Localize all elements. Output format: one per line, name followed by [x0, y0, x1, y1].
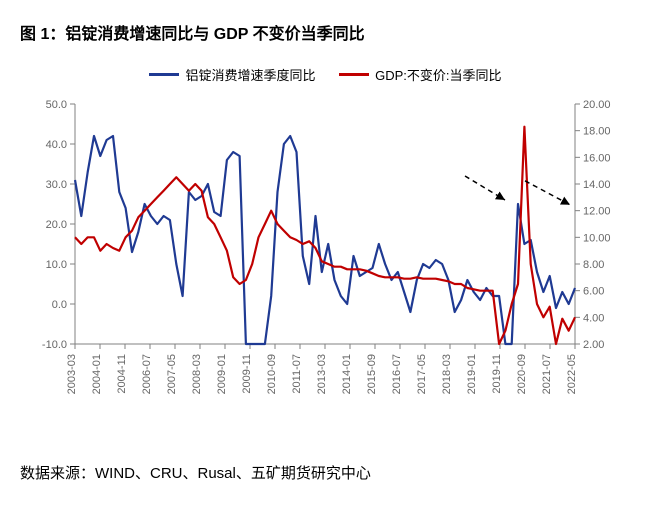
y2-tick-label: 16.00 [583, 152, 611, 164]
x-tick-label: 2019-11 [491, 354, 503, 394]
y2-tick-label: 8.00 [583, 259, 604, 271]
y1-tick-label: 30.0 [46, 179, 67, 191]
data-source: 数据来源：WIND、CRU、Rusal、五矿期货研究中心 [20, 462, 631, 483]
series-line [75, 136, 575, 344]
x-tick-label: 2010-09 [266, 354, 278, 394]
legend-label-2: GDP:不变价:当季同比 [375, 65, 501, 84]
legend-item-series2: GDP:不变价:当季同比 [339, 65, 501, 84]
y1-tick-label: -10.0 [42, 339, 67, 351]
y1-tick-label: 20.0 [46, 219, 67, 231]
trend-arrow [465, 176, 505, 200]
y2-tick-label: 20.00 [583, 99, 611, 111]
legend-swatch-1 [149, 73, 179, 76]
x-tick-label: 2009-01 [216, 354, 228, 394]
x-tick-label: 2003-03 [66, 354, 78, 394]
x-tick-label: 2004-11 [116, 354, 128, 394]
y1-tick-label: 10.0 [46, 259, 67, 271]
x-tick-label: 2019-01 [466, 354, 478, 394]
y2-tick-label: 2.00 [583, 339, 604, 351]
y2-tick-label: 12.00 [583, 206, 611, 218]
x-tick-label: 2013-03 [316, 354, 328, 394]
x-tick-label: 2011-07 [291, 354, 303, 394]
y2-tick-label: 18.00 [583, 126, 611, 138]
x-tick-label: 2017-05 [416, 354, 428, 394]
x-tick-label: 2006-07 [141, 354, 153, 394]
x-tick-label: 2021-07 [541, 354, 553, 394]
y2-tick-label: 14.00 [583, 179, 611, 191]
trend-arrow [525, 181, 570, 205]
x-tick-label: 2016-07 [391, 354, 403, 394]
x-tick-label: 2009-11 [241, 354, 253, 394]
chart-area: -10.0 0.0 10.0 20.0 30.0 40.0 50.0 2.00 4.00 6.00… [20, 94, 631, 434]
x-tick-label: 2018-03 [441, 354, 453, 394]
y2-tick-label: 10.00 [583, 232, 611, 244]
x-tick-label: 2008-03 [191, 354, 203, 394]
x-tick-label: 2007-05 [166, 354, 178, 394]
legend-item-series1: 铝锭消费增速季度同比 [149, 65, 315, 84]
legend-swatch-2 [339, 73, 369, 76]
x-tick-label: 2004-01 [91, 354, 103, 394]
chart-title: 图 1：铝锭消费增速同比与 GDP 不变价当季同比 [20, 20, 631, 44]
y2-tick-label: 4.00 [583, 312, 604, 324]
y1-tick-label: 50.0 [46, 99, 67, 111]
series-line [75, 127, 575, 344]
x-tick-label: 2020-09 [516, 354, 528, 394]
x-tick-label: 2022-05 [566, 354, 578, 394]
chart-legend: 铝锭消费增速季度同比 GDP:不变价:当季同比 [20, 64, 631, 84]
line-chart: -10.0 0.0 10.0 20.0 30.0 40.0 50.0 2.00 4.00 6.00… [20, 94, 631, 434]
y1-tick-label: 0.0 [52, 299, 67, 311]
legend-label-1: 铝锭消费增速季度同比 [185, 65, 315, 84]
y2-tick-label: 6.00 [583, 286, 604, 298]
x-tick-label: 2015-09 [366, 354, 378, 394]
y1-tick-label: 40.0 [46, 139, 67, 151]
x-tick-label: 2014-01 [341, 354, 353, 394]
